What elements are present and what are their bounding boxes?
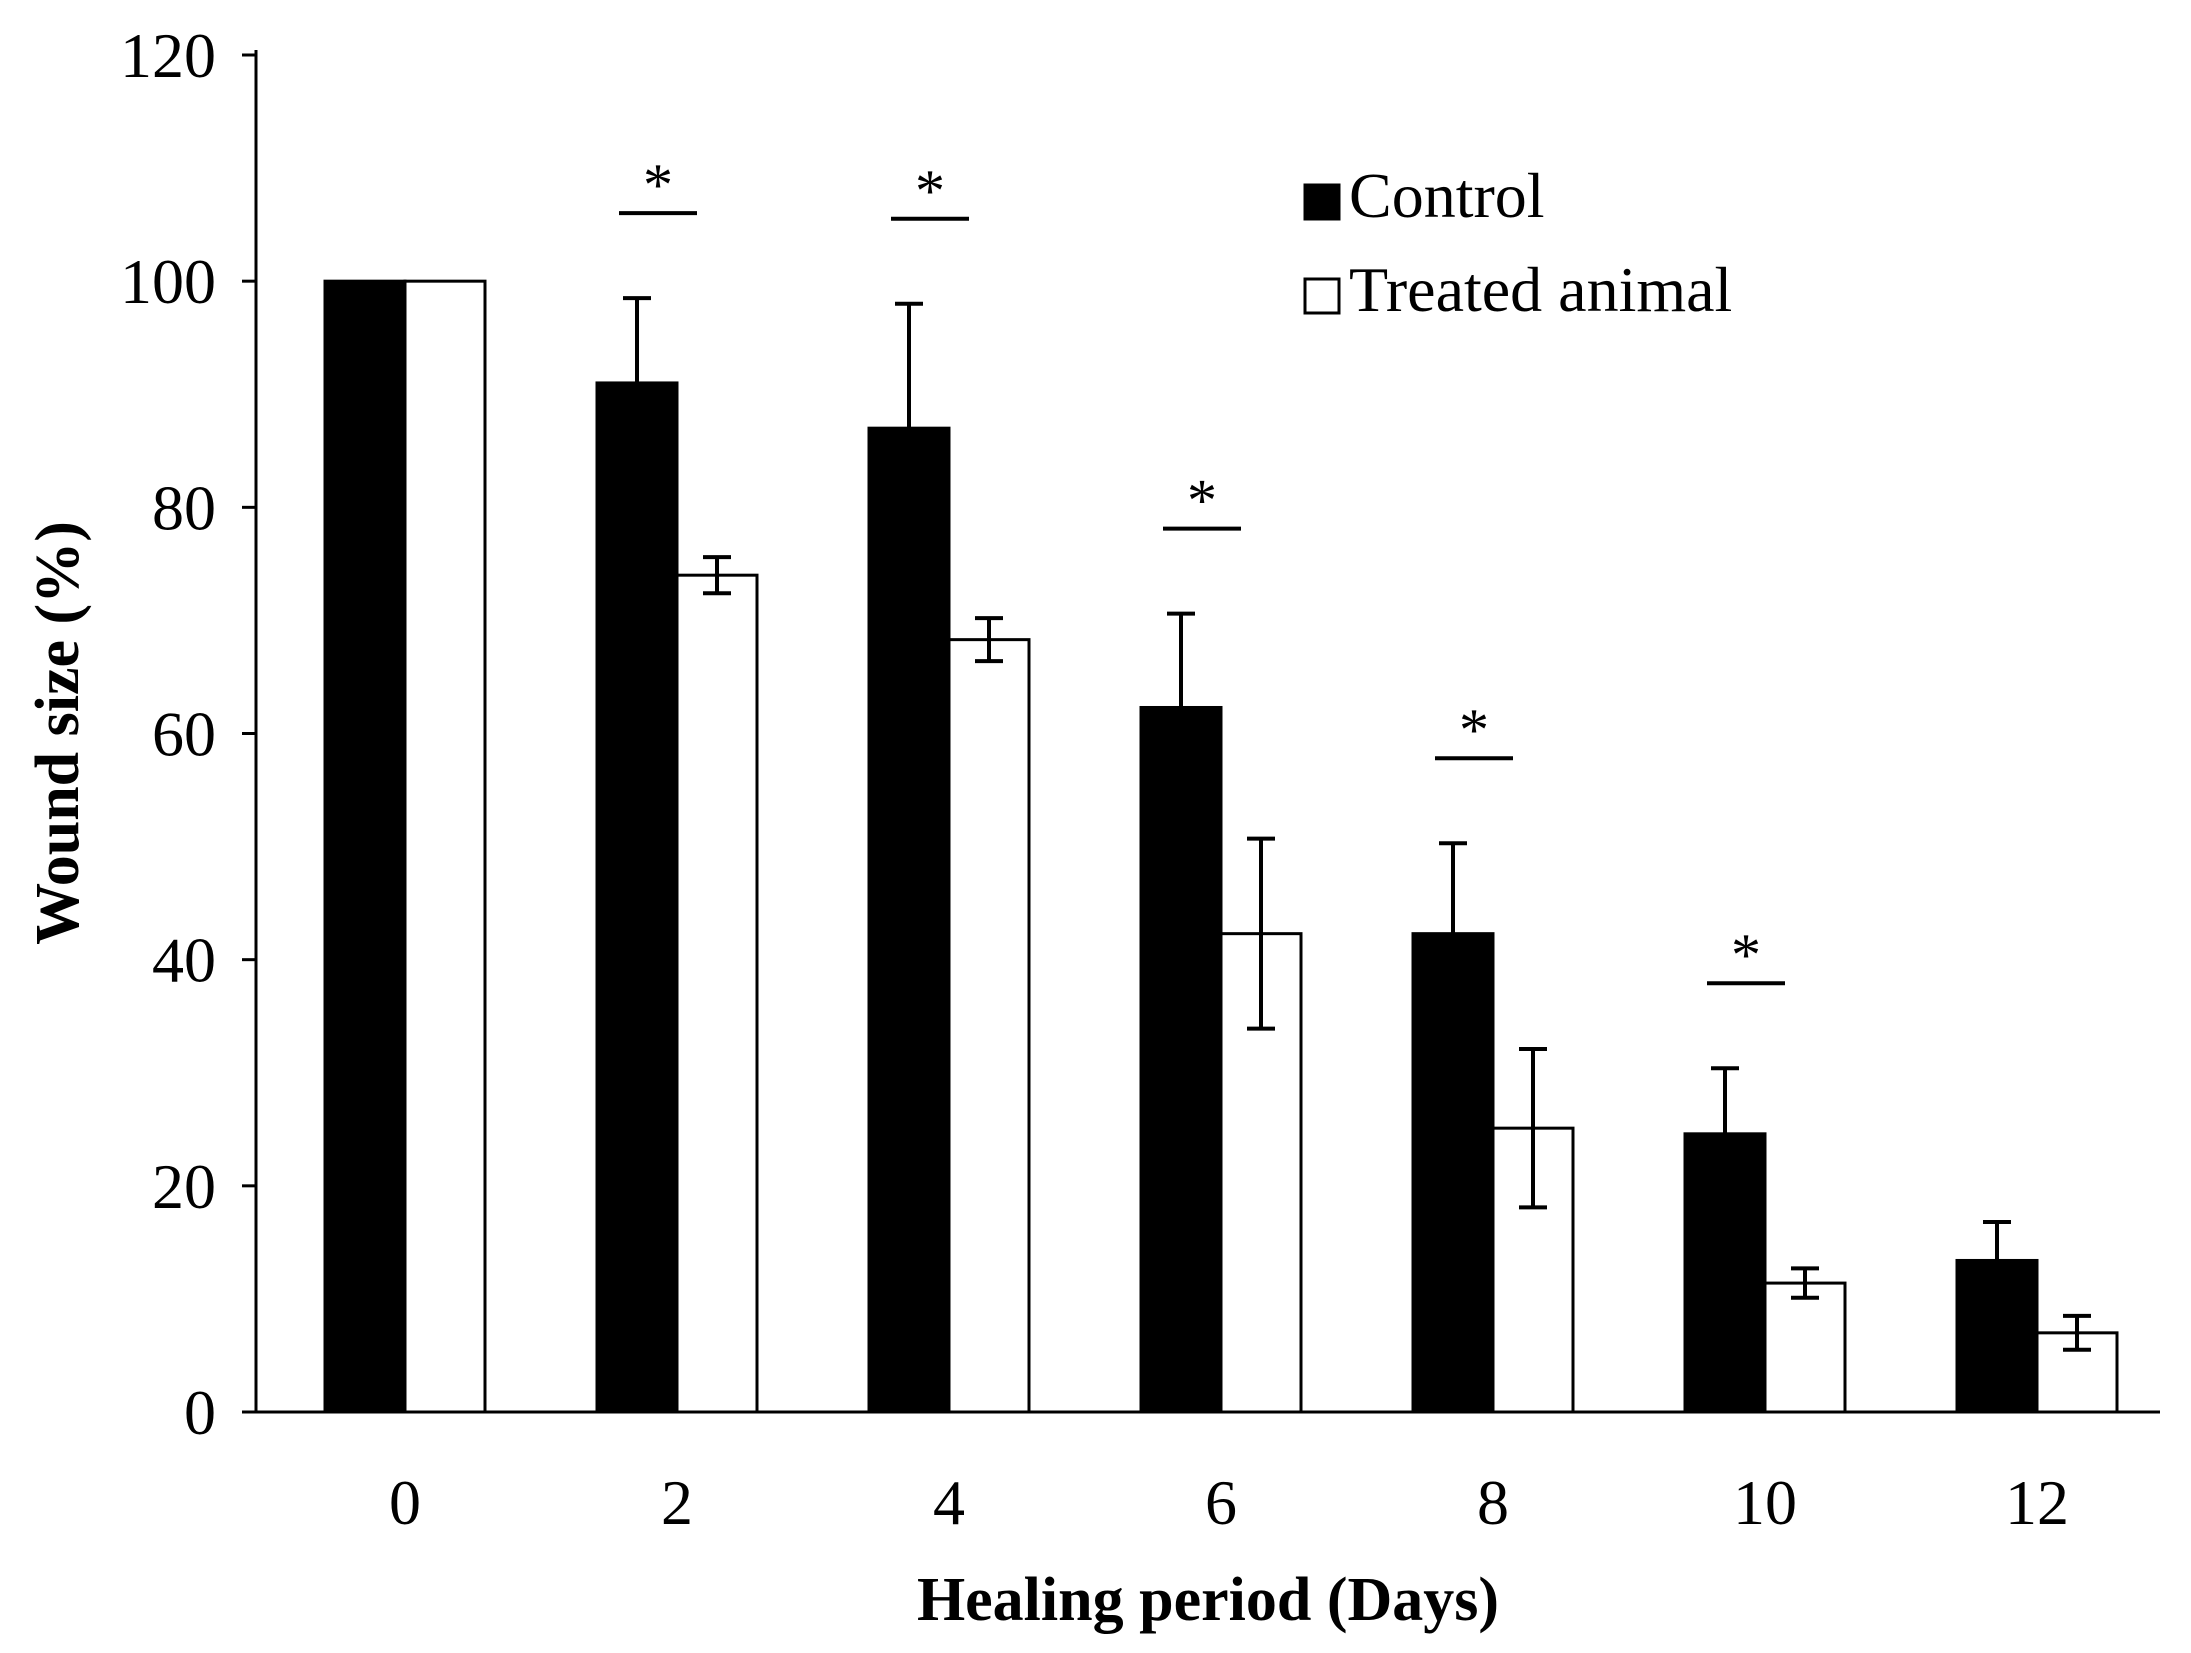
x-tick-label-10: 10 — [1733, 1467, 1797, 1538]
legend-label-treated-animal: Treated animal — [1349, 254, 1732, 325]
y-tick-label-20: 20 — [152, 1151, 216, 1222]
y-tick-label-60: 60 — [152, 699, 216, 770]
y-tick-label-0: 0 — [184, 1377, 216, 1448]
significance-star-8: * — [1459, 697, 1489, 763]
significance-layer: * * * * * — [619, 152, 1785, 988]
significance-star-10: * — [1731, 922, 1761, 988]
legend: Control Treated animal — [1303, 160, 1732, 325]
x-tick-label-6: 6 — [1205, 1467, 1237, 1538]
significance-star-4: * — [915, 158, 945, 224]
y-axis-title: Wound size (%) — [24, 521, 92, 945]
significance-star-6: * — [1187, 468, 1217, 534]
legend-label-control: Control — [1349, 160, 1545, 231]
bar-treated-animal-2 — [675, 573, 759, 1414]
x-axis-title: Healing period (Days) — [917, 1566, 1499, 1634]
bar-control-2 — [595, 381, 679, 1414]
error-bars-layer — [623, 296, 2091, 1352]
bar-treated-animal-0 — [403, 279, 487, 1414]
bar-control-10 — [1683, 1132, 1767, 1414]
legend-swatch-treated-animal — [1303, 277, 1341, 315]
axes-layer: 0 20 40 60 80 100 120 0 2 4 6 8 10 12 — [120, 20, 2160, 1538]
x-tick-label-2: 2 — [661, 1467, 693, 1538]
legend-swatch-control — [1303, 183, 1341, 221]
y-tick-label-120: 120 — [120, 20, 216, 91]
bar-control-8 — [1411, 932, 1495, 1414]
y-tick-label-40: 40 — [152, 925, 216, 996]
bars-layer — [323, 279, 2119, 1414]
y-tick-label-100: 100 — [120, 246, 216, 317]
bar-treated-animal-4 — [947, 638, 1031, 1414]
bar-control-6 — [1139, 705, 1223, 1414]
x-tick-label-0: 0 — [389, 1467, 421, 1538]
x-tick-label-4: 4 — [933, 1467, 965, 1538]
x-tick-label-12: 12 — [2005, 1467, 2069, 1538]
significance-star-2: * — [643, 152, 673, 218]
x-tick-label-8: 8 — [1477, 1467, 1509, 1538]
bar-control-4 — [867, 426, 951, 1414]
bar-treated-animal-10 — [1763, 1281, 1847, 1414]
bar-control-12 — [1955, 1258, 2039, 1414]
bar-control-0 — [323, 279, 407, 1414]
y-tick-label-80: 80 — [152, 472, 216, 543]
